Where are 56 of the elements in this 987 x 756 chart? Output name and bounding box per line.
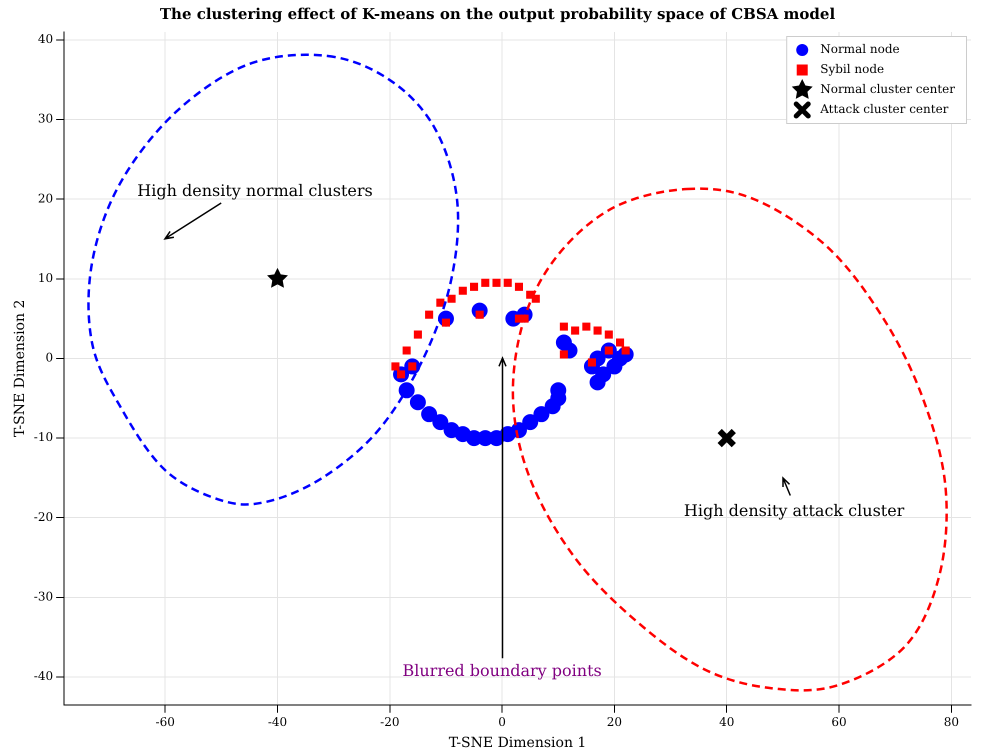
- point: [604, 330, 613, 339]
- legend-label: Sybil node: [820, 62, 884, 76]
- point: [594, 326, 602, 335]
- point: [267, 268, 288, 288]
- chart-title: The clustering effect of K-means on the output probability space of CBSA model: [160, 4, 836, 23]
- y-tick-label: -20: [34, 510, 54, 524]
- x-tick-label: -40: [268, 715, 288, 730]
- point: [425, 310, 434, 319]
- point: [421, 406, 438, 422]
- y-tick-label: 40: [38, 32, 54, 46]
- point: [582, 322, 590, 331]
- legend-label: Attack cluster center: [819, 102, 949, 116]
- annotation: High density attack cluster: [684, 501, 904, 520]
- legend-label: Normal cluster center: [820, 82, 956, 96]
- point: [410, 394, 426, 410]
- point: [514, 282, 523, 291]
- y-axis-title: T-SNE Dimension 2: [12, 300, 28, 438]
- point: [595, 366, 612, 382]
- annotation: High density normal clusters: [137, 181, 373, 200]
- point: [458, 286, 467, 295]
- point: [571, 326, 580, 335]
- point: [532, 294, 540, 303]
- point: [492, 278, 501, 287]
- annotation: Blurred boundary points: [402, 660, 602, 680]
- point: [533, 406, 550, 422]
- y-tick-label: 20: [38, 191, 54, 206]
- point: [432, 414, 448, 430]
- y-tick-label: -30: [34, 589, 54, 604]
- point: [616, 338, 624, 347]
- point: [504, 278, 512, 287]
- point: [560, 322, 568, 331]
- point: [391, 362, 400, 370]
- x-tick-label: 20: [606, 715, 622, 730]
- x-tick-label: -20: [380, 715, 400, 730]
- point: [470, 282, 478, 291]
- x-tick-label: 0: [498, 715, 506, 730]
- point: [402, 346, 411, 355]
- point: [414, 330, 422, 339]
- point: [588, 358, 596, 366]
- point: [436, 298, 444, 307]
- point: [481, 278, 490, 287]
- x-tick-label: -60: [156, 715, 175, 730]
- x-tick-label: 60: [831, 715, 847, 730]
- y-tick-label: 30: [38, 112, 54, 126]
- y-tick-label: -40: [34, 669, 54, 684]
- legend-label: Normal node: [820, 42, 900, 56]
- x-axis-title: T-SNE Dimension 1: [448, 735, 586, 752]
- point: [522, 414, 538, 430]
- y-tick-label: -10: [34, 430, 54, 444]
- x-tick-label: 80: [944, 715, 959, 730]
- y-tick-label: 10: [38, 270, 54, 285]
- point: [560, 350, 568, 358]
- y-tick-label: 0: [45, 350, 54, 365]
- x-tick-label: 40: [719, 715, 734, 730]
- point: [448, 294, 456, 303]
- point: [716, 428, 737, 448]
